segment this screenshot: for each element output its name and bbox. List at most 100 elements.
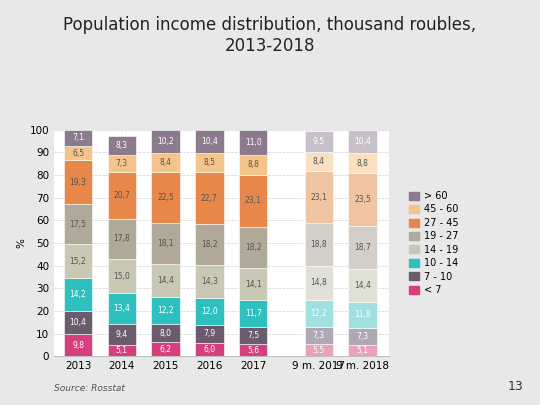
Bar: [239, 327, 267, 344]
Text: 18,8: 18,8: [310, 240, 327, 249]
Bar: [348, 269, 377, 301]
Bar: [64, 204, 92, 244]
Text: 5,5: 5,5: [313, 345, 325, 355]
Bar: [195, 343, 224, 356]
Bar: [64, 278, 92, 311]
Bar: [107, 155, 136, 172]
Text: 12,2: 12,2: [157, 306, 174, 315]
Text: 15,0: 15,0: [113, 272, 130, 281]
Text: 5,1: 5,1: [116, 346, 128, 355]
Bar: [239, 130, 267, 155]
Bar: [239, 227, 267, 268]
Text: 14,3: 14,3: [201, 277, 218, 286]
Bar: [239, 175, 267, 227]
Text: 11,7: 11,7: [245, 309, 261, 318]
Text: 6,2: 6,2: [160, 345, 172, 354]
Text: 22,7: 22,7: [201, 194, 218, 203]
Text: Source: Rosstat: Source: Rosstat: [54, 384, 125, 393]
Text: 9,5: 9,5: [313, 137, 325, 146]
Text: 7,1: 7,1: [72, 133, 84, 142]
Text: 23,5: 23,5: [354, 195, 371, 204]
Text: 19,3: 19,3: [70, 178, 86, 187]
Text: 8,4: 8,4: [160, 158, 172, 167]
Bar: [195, 173, 224, 224]
Text: 10,2: 10,2: [157, 136, 174, 146]
Bar: [64, 160, 92, 204]
Bar: [151, 172, 180, 223]
Text: 6,0: 6,0: [203, 345, 215, 354]
Text: 18,2: 18,2: [201, 240, 218, 249]
Text: 11,0: 11,0: [245, 138, 261, 147]
Bar: [151, 324, 180, 342]
Text: 18,7: 18,7: [354, 243, 371, 252]
Text: 9,8: 9,8: [72, 341, 84, 350]
Text: 14,8: 14,8: [310, 278, 327, 288]
Legend: > 60, 45 - 60, 27 - 45, 19 - 27, 14 - 19, 10 - 14, 7 - 10, < 7: > 60, 45 - 60, 27 - 45, 19 - 27, 14 - 19…: [407, 189, 460, 297]
Text: 14,4: 14,4: [157, 276, 174, 285]
Text: 8,8: 8,8: [356, 159, 368, 168]
Text: 10,4: 10,4: [70, 318, 86, 327]
Text: 12,2: 12,2: [310, 309, 327, 318]
Text: 7,3: 7,3: [356, 332, 369, 341]
Text: 17,5: 17,5: [70, 220, 86, 228]
Bar: [64, 334, 92, 356]
Bar: [348, 130, 377, 153]
Bar: [107, 219, 136, 259]
Text: 13,4: 13,4: [113, 304, 130, 313]
Text: 14,1: 14,1: [245, 280, 261, 289]
Bar: [305, 152, 333, 171]
Bar: [64, 311, 92, 334]
Bar: [151, 342, 180, 356]
Text: 14,4: 14,4: [354, 281, 371, 290]
Text: 13: 13: [508, 380, 524, 393]
Text: 8,3: 8,3: [116, 141, 128, 150]
Bar: [195, 224, 224, 265]
Bar: [195, 130, 224, 153]
Bar: [151, 130, 180, 153]
Bar: [348, 328, 377, 345]
Bar: [239, 155, 267, 175]
Bar: [348, 226, 377, 269]
Text: 14,2: 14,2: [70, 290, 86, 299]
Text: 22,5: 22,5: [157, 193, 174, 202]
Text: 20,7: 20,7: [113, 191, 130, 200]
Bar: [64, 130, 92, 146]
Text: 8,5: 8,5: [204, 158, 215, 167]
Text: 10,4: 10,4: [201, 137, 218, 146]
Text: 8,4: 8,4: [313, 157, 325, 166]
Bar: [151, 296, 180, 324]
Bar: [305, 130, 333, 152]
Text: 18,2: 18,2: [245, 243, 261, 252]
Bar: [107, 324, 136, 345]
Text: 23,1: 23,1: [245, 196, 261, 205]
Text: Population income distribution, thousand roubles,
2013-2018: Population income distribution, thousand…: [63, 16, 477, 55]
Text: 5,6: 5,6: [247, 345, 259, 354]
Bar: [195, 298, 224, 325]
Bar: [107, 345, 136, 356]
Text: 7,5: 7,5: [247, 331, 259, 340]
Bar: [151, 153, 180, 172]
Bar: [107, 293, 136, 324]
Bar: [195, 325, 224, 343]
Bar: [305, 327, 333, 344]
Bar: [151, 264, 180, 296]
Text: 7,3: 7,3: [313, 331, 325, 340]
Text: 11,8: 11,8: [354, 310, 371, 320]
Bar: [305, 171, 333, 224]
Bar: [64, 146, 92, 160]
Text: 8,0: 8,0: [160, 329, 172, 338]
Bar: [107, 136, 136, 155]
Text: 7,3: 7,3: [116, 159, 128, 168]
Text: 23,1: 23,1: [310, 193, 327, 202]
Bar: [239, 300, 267, 327]
Bar: [151, 223, 180, 264]
Bar: [239, 344, 267, 356]
Bar: [107, 259, 136, 293]
Text: 17,8: 17,8: [113, 234, 130, 243]
Bar: [305, 266, 333, 300]
Bar: [195, 265, 224, 298]
Bar: [348, 301, 377, 328]
Text: 9,4: 9,4: [116, 330, 128, 339]
Text: 7,9: 7,9: [203, 329, 215, 338]
Bar: [195, 153, 224, 173]
